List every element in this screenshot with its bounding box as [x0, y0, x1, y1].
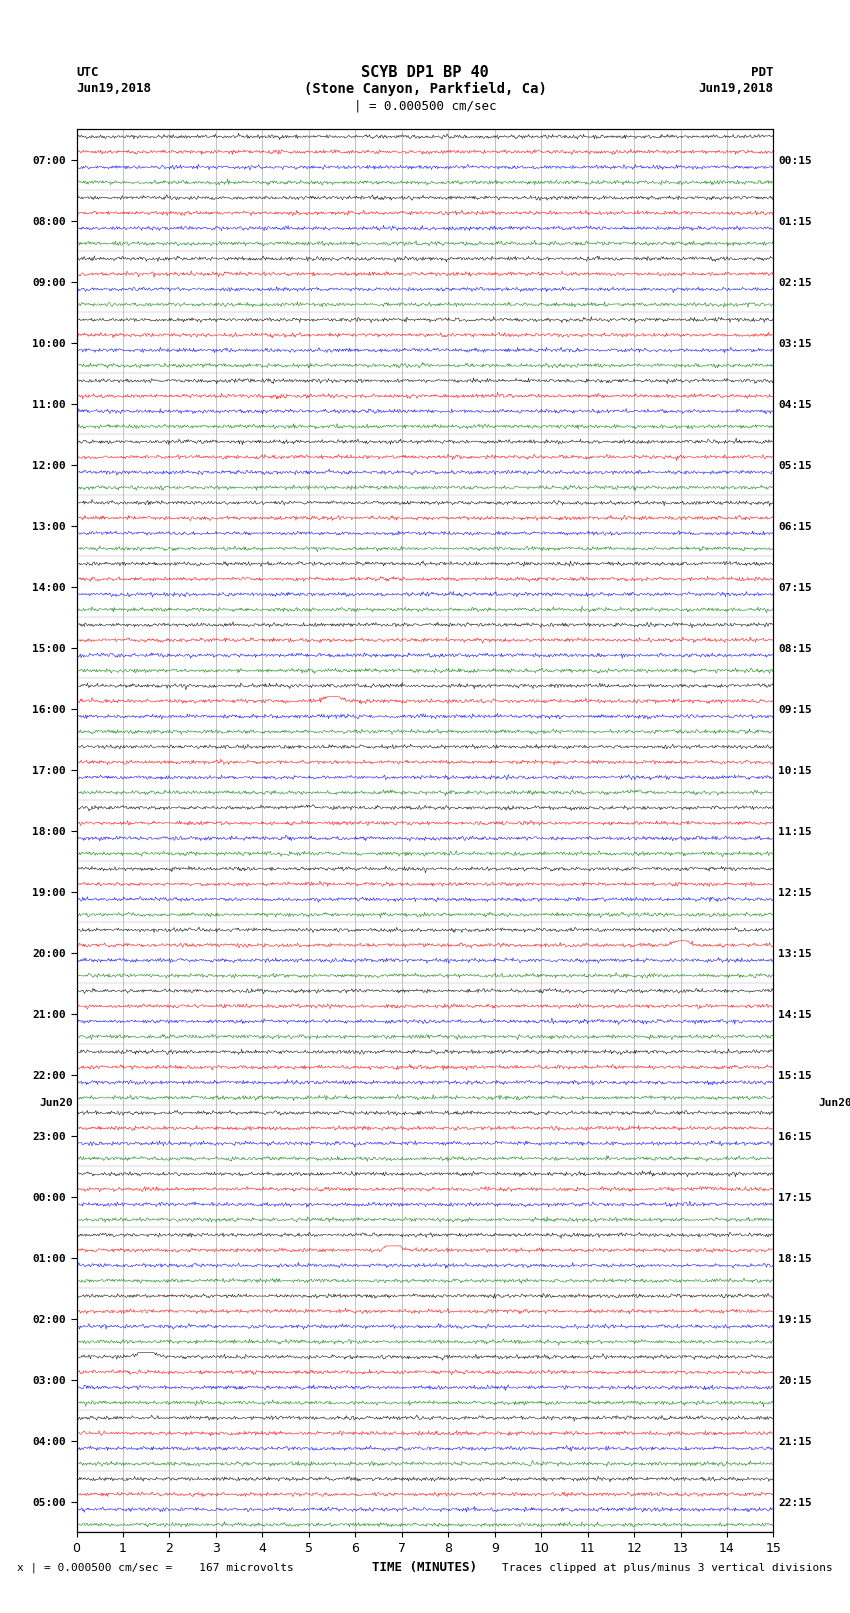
- Text: | = 0.000500 cm/sec: | = 0.000500 cm/sec: [354, 100, 496, 113]
- Text: UTC: UTC: [76, 66, 99, 79]
- Text: (Stone Canyon, Parkfield, Ca): (Stone Canyon, Parkfield, Ca): [303, 82, 547, 95]
- Text: Jun20: Jun20: [819, 1098, 850, 1108]
- Text: Jun19,2018: Jun19,2018: [76, 82, 151, 95]
- Text: SCYB DP1 BP 40: SCYB DP1 BP 40: [361, 65, 489, 81]
- Text: PDT: PDT: [751, 66, 774, 79]
- Text: Jun20: Jun20: [40, 1098, 73, 1108]
- Text: x | = 0.000500 cm/sec =    167 microvolts: x | = 0.000500 cm/sec = 167 microvolts: [17, 1563, 294, 1573]
- X-axis label: TIME (MINUTES): TIME (MINUTES): [372, 1561, 478, 1574]
- Text: Traces clipped at plus/minus 3 vertical divisions: Traces clipped at plus/minus 3 vertical …: [502, 1563, 833, 1573]
- Text: Jun19,2018: Jun19,2018: [699, 82, 774, 95]
